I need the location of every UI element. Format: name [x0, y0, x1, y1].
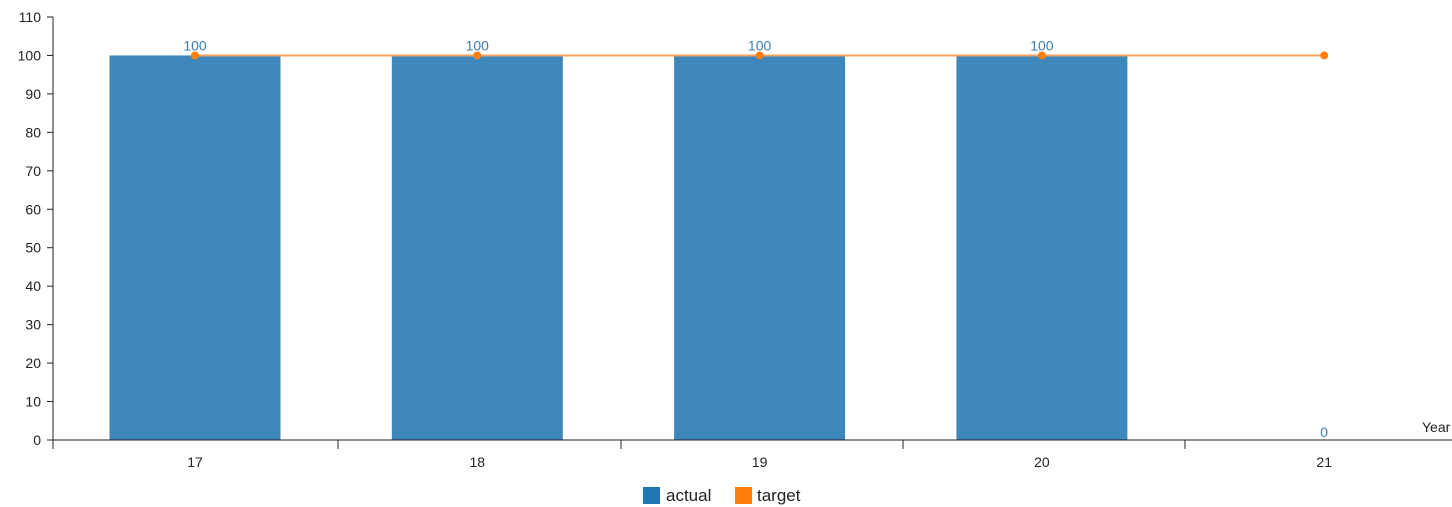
target-point-20: [1037, 51, 1046, 60]
data-labels-group: 100 100 100 100 0: [183, 37, 1328, 440]
data-label-18: 100: [466, 37, 490, 53]
legend: actual target: [643, 486, 801, 505]
y-tick-label-0: 0: [33, 432, 41, 448]
legend-label-target: target: [757, 486, 801, 505]
bar-actual-19: [674, 55, 846, 441]
y-tick-label-110: 110: [19, 9, 42, 25]
y-tick-label-90: 90: [25, 86, 41, 102]
y-tick-label-10: 10: [25, 394, 41, 410]
x-tick-label-20: 20: [1034, 454, 1050, 470]
y-tick-label-50: 50: [25, 240, 41, 256]
y-tick-label-60: 60: [25, 201, 41, 217]
x-tick-label-19: 19: [752, 454, 768, 470]
x-tick-label-21: 21: [1316, 454, 1332, 470]
y-tick-label-20: 20: [25, 355, 41, 371]
target-point-21: [1320, 51, 1329, 60]
data-label-21: 0: [1320, 424, 1328, 440]
target-point-19: [755, 51, 764, 60]
data-label-19: 100: [748, 37, 772, 53]
target-line-group: [191, 51, 1329, 60]
y-axis: 0 10 20 30 40 50 60 70 80 90 100 110: [18, 9, 54, 448]
y-tick-label-30: 30: [25, 317, 41, 333]
x-axis-title: Year: [1422, 419, 1451, 435]
bar-actual-20: [956, 55, 1128, 441]
x-axis: 17 18 19 20 21: [52, 439, 1452, 470]
target-point-17: [191, 51, 199, 60]
y-tick-label-70: 70: [25, 163, 41, 179]
bar-actual-18: [391, 55, 563, 441]
target-point-18: [473, 51, 482, 60]
legend-swatch-target: [735, 487, 752, 504]
bars-group: [109, 55, 1128, 441]
legend-label-actual: actual: [666, 486, 711, 505]
y-tick-label-100: 100: [18, 47, 42, 63]
y-tick-label-40: 40: [25, 278, 41, 294]
legend-swatch-actual: [643, 487, 660, 504]
y-tick-label-80: 80: [25, 124, 41, 140]
x-tick-label-18: 18: [470, 454, 486, 470]
bar-actual-17: [109, 55, 281, 441]
data-label-17: 100: [183, 37, 207, 53]
data-label-20: 100: [1030, 37, 1054, 53]
x-tick-label-17: 17: [187, 454, 203, 470]
